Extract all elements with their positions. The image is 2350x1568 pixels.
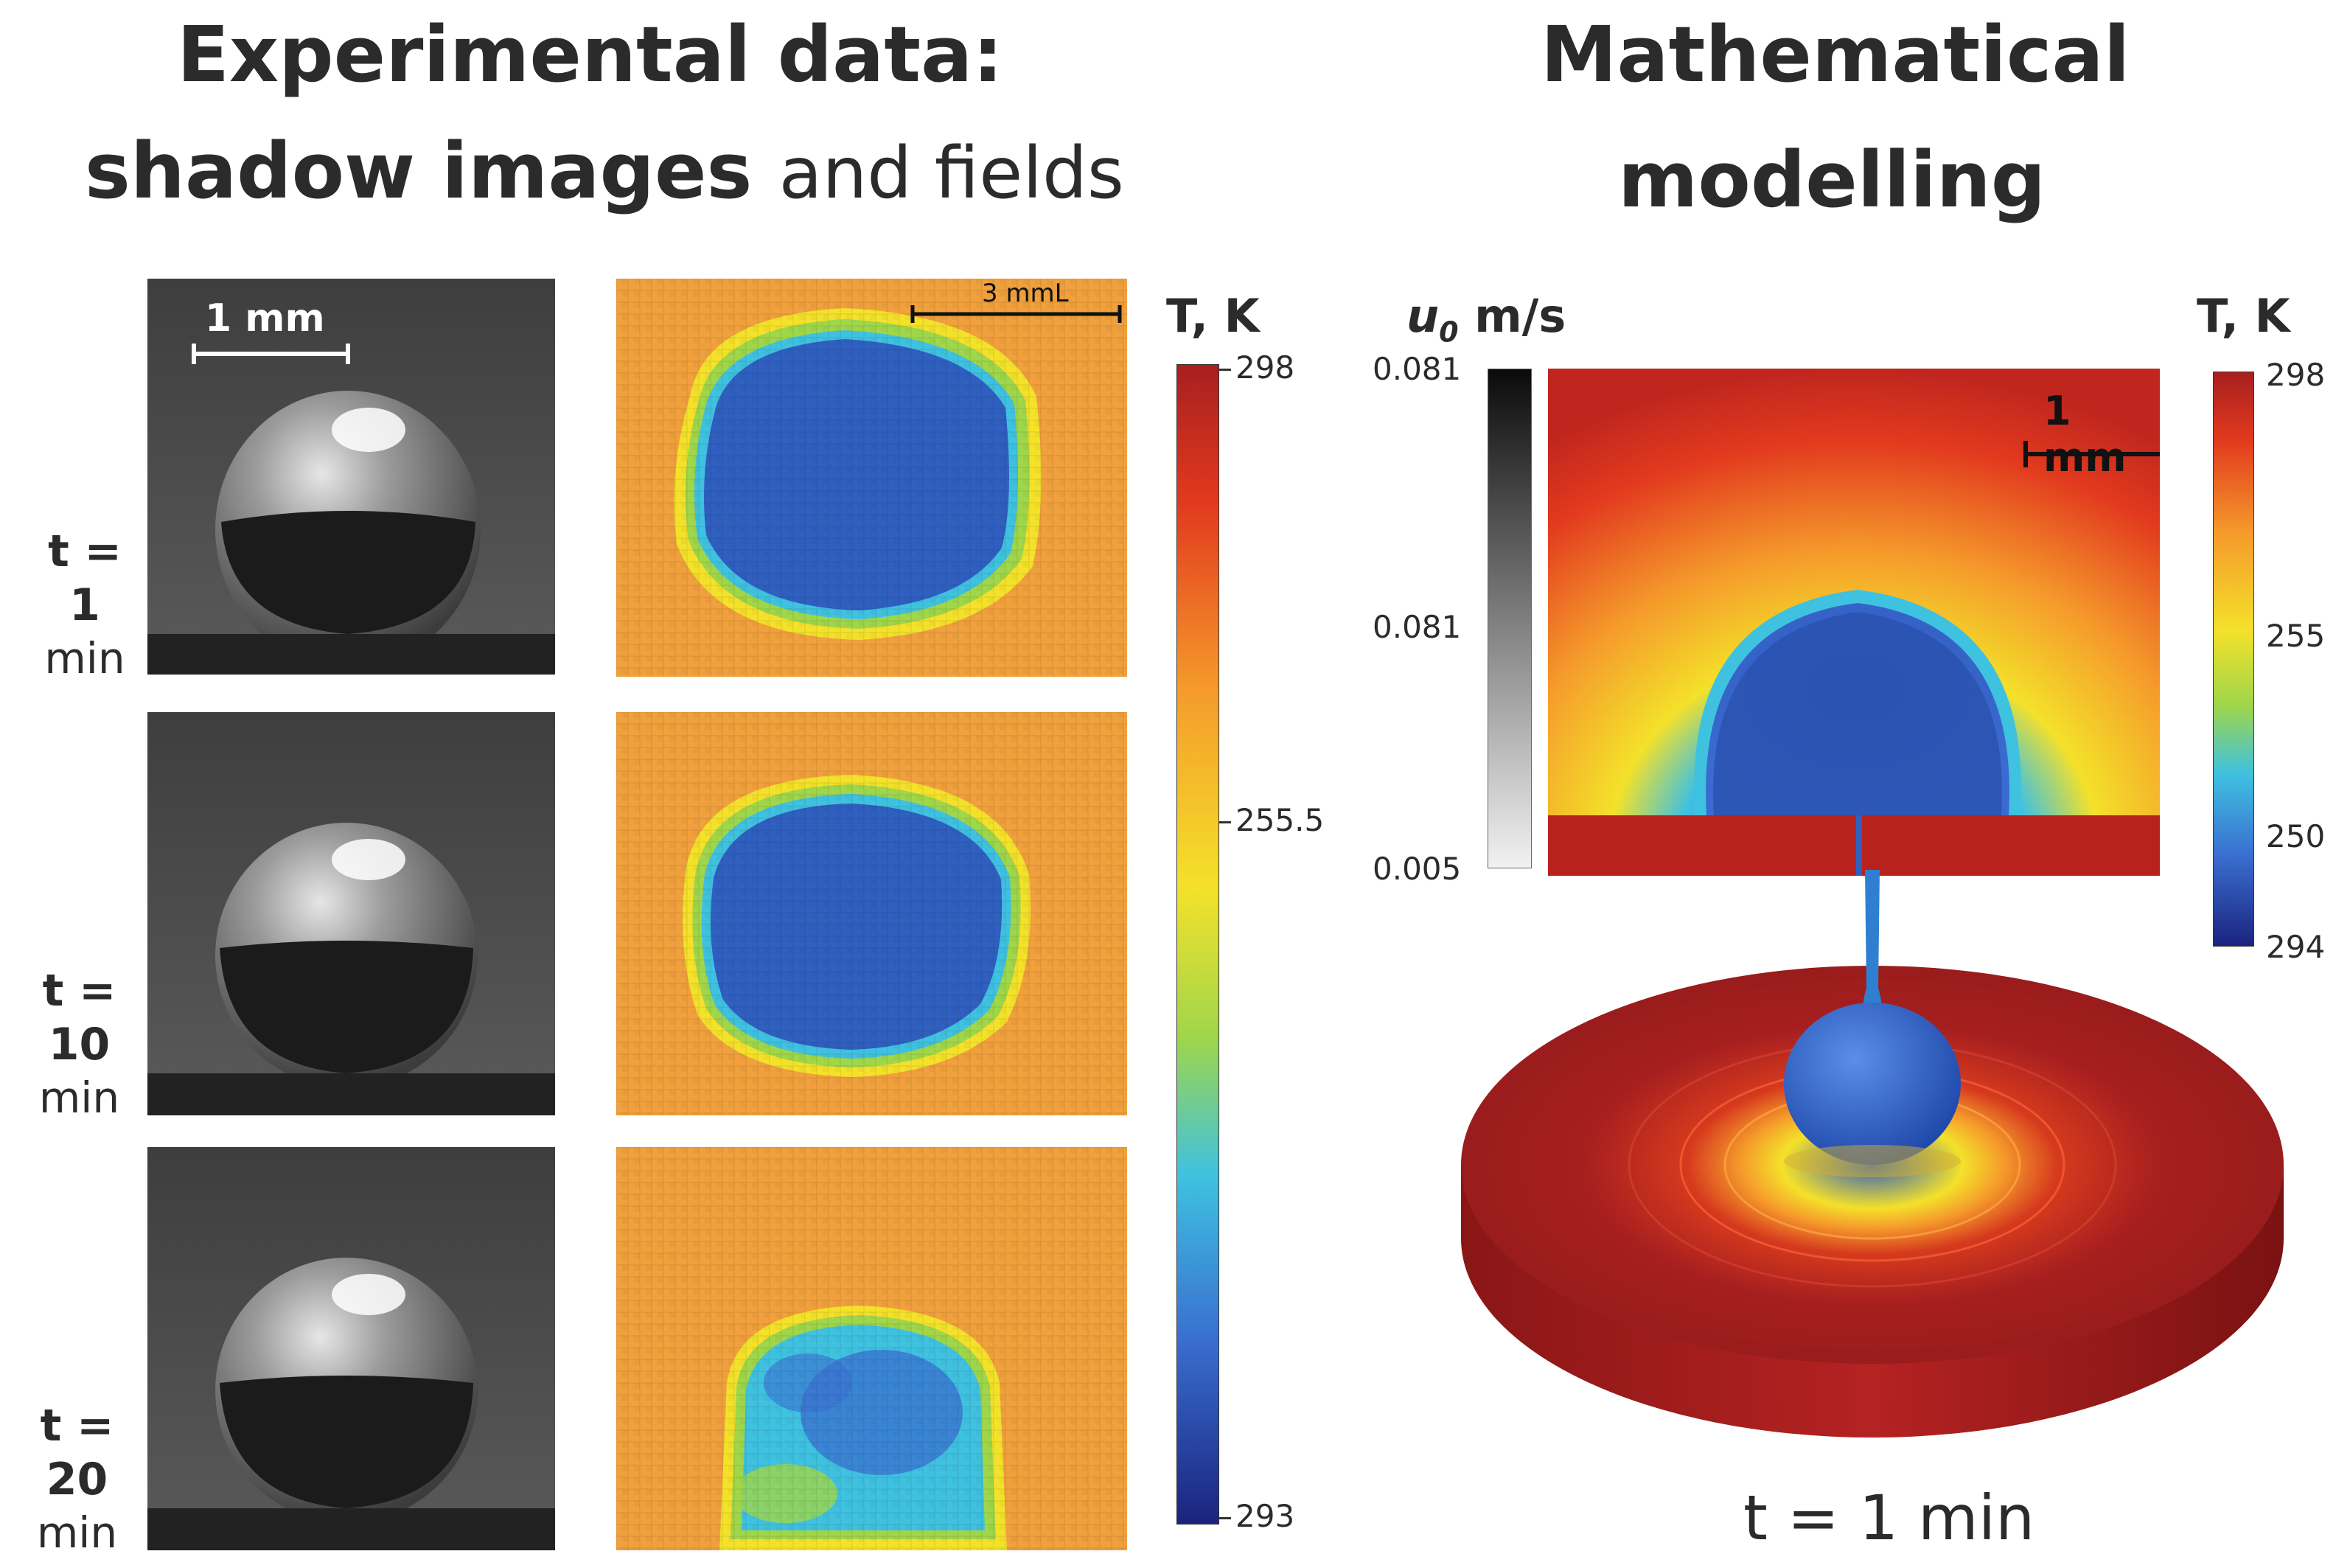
left-title-bold: shadow images	[85, 126, 753, 216]
model-tick-label-250: 250	[2266, 818, 2326, 854]
right-title-line2: modelling	[1618, 135, 2046, 225]
exp-tick-label-298: 298	[1235, 349, 1295, 386]
right-title-line1: Mathematical	[1541, 10, 2130, 100]
model-tick-label-255: 255	[2266, 618, 2326, 654]
model-3d-disc	[1452, 870, 2293, 1445]
exp-colorbar-label: T, K	[1166, 289, 1260, 343]
shadow-image-t20	[147, 1147, 555, 1550]
exp-colorbar	[1176, 364, 1219, 1525]
time-label-row3: t = 20 min	[36, 1400, 118, 1558]
thermal-field-t10	[616, 712, 1127, 1115]
exp-tick-255	[1219, 821, 1231, 823]
thermal-field-t1: 3 mmL	[616, 279, 1127, 677]
left-title-light: and fields	[778, 132, 1124, 215]
model-colorbar-label: T, K	[2197, 289, 2290, 343]
model-scale-label: 1 mm	[2043, 388, 2127, 481]
exp-tick-label-255: 255.5	[1235, 802, 1325, 838]
exp-tick-293	[1219, 1517, 1231, 1519]
velocity-tick-top: 0.081	[1373, 351, 1462, 387]
thermal-field-t20	[616, 1147, 1127, 1550]
left-title-line1: Experimental data:	[177, 10, 1003, 100]
time-label-row2: t = 10 min	[38, 965, 120, 1123]
model-temperature-field: 1 mm	[1548, 369, 2160, 876]
shadow-image-t10	[147, 712, 555, 1115]
model-colorbar	[2213, 372, 2254, 947]
model-tick-label-298: 298	[2266, 357, 2326, 393]
velocity-tick-mid: 0.081	[1373, 609, 1462, 645]
photo-scale-label: 1 mm	[205, 296, 325, 341]
shadow-image-t1: 1 mm	[147, 279, 555, 675]
left-title-line2: shadow images and fields	[85, 133, 1124, 209]
velocity-colorbar	[1488, 369, 1532, 868]
velocity-bar-label: u0 m/s	[1406, 289, 1566, 349]
velocity-tick-bottom: 0.005	[1373, 851, 1462, 887]
exp-tick-label-293: 293	[1235, 1498, 1295, 1534]
model-time-label: t = 1 min	[1743, 1482, 2035, 1554]
thermal-scale-label: 3 mmL	[982, 279, 1069, 308]
model-tick-label-294: 294	[2266, 929, 2326, 965]
exp-tick-298	[1219, 369, 1231, 371]
time-label-row1: t = 1 min	[44, 526, 125, 684]
